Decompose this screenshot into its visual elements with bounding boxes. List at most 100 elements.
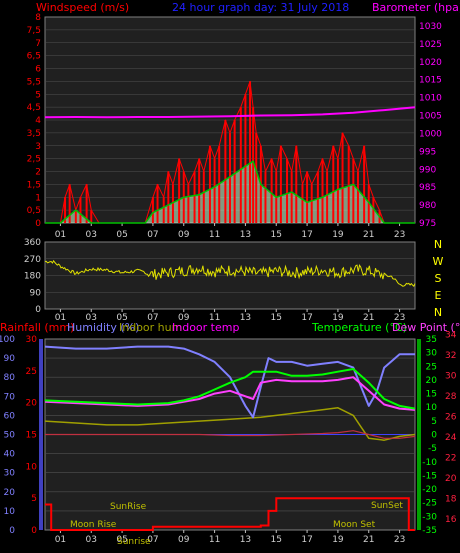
x-tick-label: 05	[116, 230, 127, 240]
x-tick-label: 09	[178, 313, 190, 323]
indoor-humidity-line	[44, 407, 416, 441]
wind-tick-label: 5,5	[27, 77, 41, 87]
wind-direction-line	[44, 259, 416, 288]
barometer-line	[44, 106, 416, 119]
x-tick-label: 01	[55, 230, 66, 240]
wind-tick-label: 6,5	[27, 52, 41, 62]
barometer-tick-label: 995	[419, 147, 436, 157]
x-tick-label: 21	[363, 535, 374, 545]
barometer-tick-label: 1030	[419, 22, 442, 32]
compass-letter: N	[434, 306, 442, 319]
humidity-axis-strip	[39, 339, 43, 530]
humidity-tick-label: 40	[4, 450, 16, 460]
x-tick-label: 17	[301, 313, 312, 323]
temp-tick-label: 30	[426, 349, 438, 359]
temp-tick-label: 0	[431, 431, 437, 441]
gust-average-line	[45, 160, 415, 224]
humidity-tick-label: 70	[4, 392, 16, 402]
indoor-temp-tick-label: 24	[445, 433, 457, 443]
rainfall-line	[44, 497, 415, 531]
x-tick-label: 11	[209, 230, 220, 240]
wind-tick-label: 7,5	[27, 26, 41, 36]
direction-tick-label: 0	[35, 305, 41, 315]
dew-point-line	[44, 376, 416, 411]
rain-tick-label: 15	[26, 431, 37, 441]
temp-tick-label: -35	[422, 526, 437, 536]
indoor-temp-tick-label: 16	[445, 515, 457, 525]
indoor-temp-tick-label: 18	[445, 495, 457, 505]
barometer-tick-label: 1000	[419, 129, 442, 139]
indoor-temp-tick-label: 28	[445, 392, 457, 402]
temp-tick-label: 20	[426, 376, 438, 386]
compass-letter: W	[433, 255, 444, 268]
x-tick-label: 17	[301, 535, 312, 545]
temp-tick-label: -20	[422, 485, 437, 495]
temp-tick-label: 25	[426, 362, 437, 372]
indoor-temp-tick-label: 20	[445, 474, 457, 484]
indoor-temp-tick-label: 34	[445, 331, 457, 341]
humidity-label: Humidity (%)	[67, 321, 139, 334]
wind-tick-label: 0,5	[27, 206, 41, 216]
wind-tick-label: 5	[35, 90, 41, 100]
rain-tick-label: 0	[31, 526, 37, 536]
dew-point-label: Dew Point (°C)	[392, 321, 460, 334]
humidity-tick-label: 0	[9, 526, 15, 536]
x-tick-label: 19	[332, 535, 344, 545]
temperature-axis-strip	[417, 339, 421, 530]
x-tick-label: 17	[301, 230, 312, 240]
graph-title: 24 hour graph day: 31 July 2018	[172, 1, 349, 14]
moonset-label: Moon Set	[333, 520, 376, 530]
x-tick-label: 11	[209, 535, 220, 545]
humidity-tick-label: 30	[4, 469, 16, 479]
x-tick-label: 23	[394, 313, 405, 323]
x-tick-label: 13	[240, 230, 251, 240]
temp-tick-label: -15	[422, 471, 437, 481]
wind-tick-label: 7	[35, 39, 41, 49]
direction-tick-label: 180	[24, 272, 41, 282]
barometer-title: Barometer (hpa)	[372, 1, 460, 14]
temp-tick-label: -5	[428, 444, 437, 454]
rainfall-label: Rainfall (mm)	[0, 321, 74, 334]
barometer-tick-label: 1015	[419, 76, 442, 86]
x-tick-label: 23	[394, 535, 405, 545]
wind-tick-label: 2	[35, 168, 41, 178]
wind-barometer-panel: Windspeed (m/s) 24 hour graph day: 31 Ju…	[27, 1, 460, 240]
rain-tick-label: 25	[26, 367, 37, 377]
x-tick-label: 19	[332, 230, 344, 240]
barometer-tick-label: 985	[419, 183, 436, 193]
humidity-tick-label: 60	[4, 411, 16, 421]
temp-tick-label: -25	[422, 499, 437, 509]
x-tick-label: 03	[86, 230, 97, 240]
sunrise-axis-label: Sunrise	[117, 537, 151, 547]
wind-tick-label: 2,5	[27, 155, 41, 165]
indoor-temp-tick-label: 30	[445, 372, 457, 382]
x-tick-label: 15	[271, 230, 282, 240]
wind-tick-label: 1,5	[27, 180, 41, 190]
wind-tick-label: 8	[35, 13, 41, 23]
indoor-temp-line	[45, 430, 416, 439]
wind-tick-label: 3	[35, 142, 41, 152]
temp-tick-label: -30	[422, 512, 437, 522]
compass-letter: N	[434, 238, 442, 251]
temp-tick-label: -10	[422, 458, 437, 468]
temperature-label: Temperature (°C)	[311, 321, 407, 334]
indoor-temp-tick-label: 32	[445, 351, 456, 361]
temp-tick-label: 35	[426, 335, 437, 345]
wind-tick-label: 4	[35, 116, 41, 126]
wind-tick-label: 0	[35, 219, 41, 229]
indoor-temp-tick-label: 26	[445, 413, 457, 423]
temp-tick-label: 10	[426, 403, 438, 413]
wind-tick-label: 1	[35, 193, 41, 203]
x-tick-label: 07	[147, 230, 158, 240]
x-tick-label: 19	[332, 313, 344, 323]
x-tick-label: 09	[178, 535, 190, 545]
x-tick-label: 13	[240, 535, 251, 545]
temperature-line	[44, 368, 416, 410]
wind-tick-label: 4,5	[27, 103, 41, 113]
barometer-tick-label: 990	[419, 165, 436, 175]
temp-humidity-panel: Rainfall (mm) Humidity (%) Indoor hum In…	[0, 321, 460, 547]
x-tick-label: 21	[363, 230, 374, 240]
x-tick-label: 23	[394, 230, 405, 240]
x-tick-label: 13	[240, 313, 251, 323]
